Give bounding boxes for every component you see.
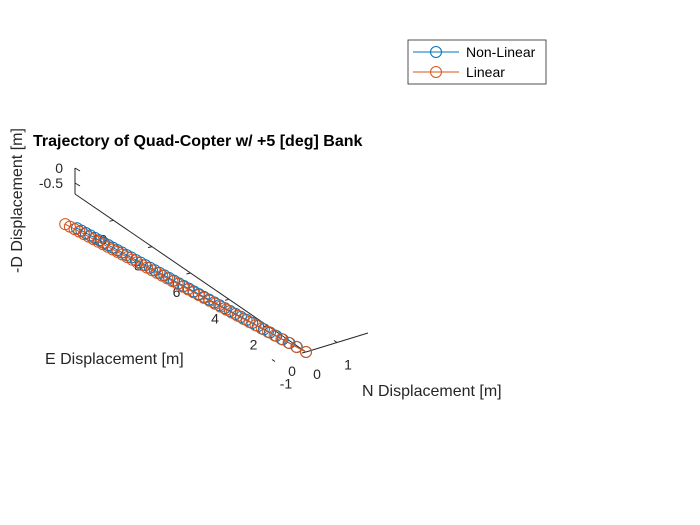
data-point — [300, 346, 312, 358]
y-tick-label: 6 — [173, 284, 181, 300]
series-1 — [59, 218, 312, 358]
data-point — [59, 218, 72, 231]
data-point — [220, 303, 233, 316]
z-axis-label: -D Displacement [m] — [9, 128, 26, 273]
data-point — [198, 291, 211, 304]
y-tick-mark — [109, 219, 114, 222]
data-point — [237, 312, 250, 325]
data-point — [282, 336, 295, 349]
y-tick-mark — [224, 298, 230, 301]
x-tick-label: -1 — [280, 376, 293, 392]
x-tick-mark — [333, 340, 338, 343]
x-tick-mark — [271, 359, 276, 362]
data-point — [255, 322, 268, 335]
z-tick-mark — [74, 182, 81, 187]
chart-title: Trajectory of Quad-Copter w/ +5 [deg] Ba… — [33, 133, 362, 150]
z-tick-label: 0 — [55, 160, 63, 176]
data-point — [275, 332, 288, 345]
data-point — [262, 325, 275, 338]
z-tick-mark — [74, 167, 81, 172]
y-tick-label: 4 — [211, 310, 219, 326]
y-tick-mark — [186, 272, 191, 275]
data-point — [249, 319, 262, 332]
legend[interactable]: Non-Linear Linear — [407, 39, 547, 85]
data-point — [243, 315, 256, 328]
y-axis-label: E Displacement [m] — [45, 351, 184, 368]
z-tick-label: -0.5 — [39, 175, 63, 191]
data-point — [231, 309, 244, 322]
legend-marker-linear — [430, 66, 442, 78]
y-tick-label: 2 — [250, 337, 258, 353]
legend-label-linear: Linear — [466, 64, 505, 80]
y-tick-mark — [147, 246, 153, 249]
data-point — [203, 294, 216, 307]
data-point — [209, 297, 222, 310]
data-point — [214, 300, 227, 313]
data-point — [225, 306, 238, 319]
x-tick-label: 1 — [344, 357, 352, 373]
x-axis-label: N Displacement [m] — [362, 383, 502, 400]
legend-box — [407, 39, 547, 85]
x-tick-label: 0 — [313, 366, 321, 382]
y-tick-label: 0 — [288, 363, 296, 379]
data-point — [268, 329, 281, 342]
legend-label-nonlinear: Non-Linear — [466, 44, 536, 60]
legend-marker-nonlinear — [430, 46, 442, 58]
data-point — [290, 340, 303, 353]
series-layer — [59, 218, 312, 358]
